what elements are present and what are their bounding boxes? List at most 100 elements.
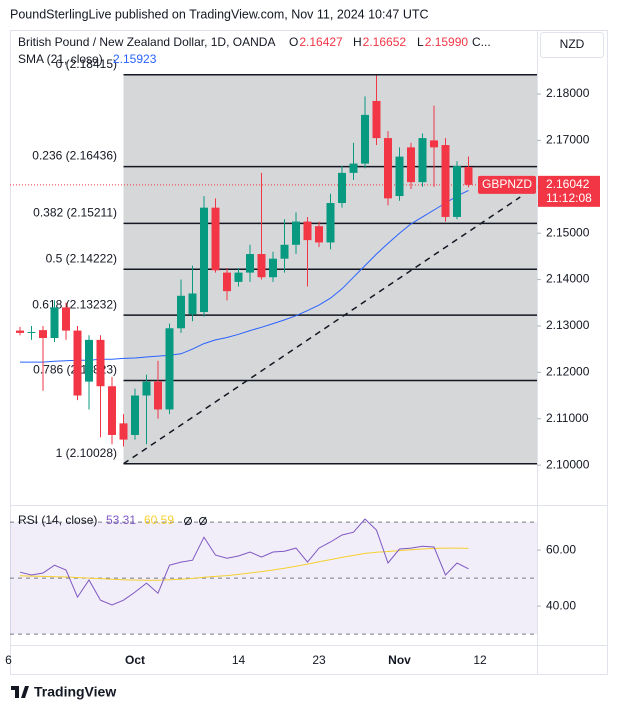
candle-body: [131, 395, 139, 435]
candle-body: [73, 330, 82, 396]
fib-label: 0.618 (2.13232): [32, 297, 117, 311]
candle-body: [303, 221, 312, 241]
trend-line: [123, 196, 521, 465]
candle-body: [326, 203, 335, 243]
rsi-ma-legend-value: 60.59: [144, 513, 174, 527]
candle-body: [177, 295, 185, 329]
y-tick-label: 2.17000: [546, 133, 590, 147]
legend-value: 2.15990: [425, 35, 469, 49]
sma-legend: SMA (21, close): [18, 52, 103, 66]
candle-body: [441, 145, 450, 217]
candle-body: [280, 244, 289, 259]
x-tick-label: 6: [5, 653, 12, 667]
visibility-icon-slash: [199, 516, 207, 526]
rsi-y-tick-label: 60.00: [546, 542, 576, 556]
price-tag: [538, 175, 600, 207]
legend-key: L: [417, 35, 424, 49]
countdown-label: 11:12:08: [546, 191, 592, 205]
candle-body: [407, 147, 415, 183]
candle-body: [453, 165, 461, 217]
legend-more: C...: [472, 35, 491, 49]
brand: TradingView: [34, 684, 116, 700]
candle-body: [50, 307, 59, 339]
candle-body: [85, 339, 93, 382]
footer-logo: TradingView: [11, 684, 116, 700]
currency-button[interactable]: [540, 32, 604, 58]
fib-label: 1 (2.10028): [56, 446, 117, 460]
fib-label: 0.5 (2.14222): [46, 251, 117, 265]
visibility-icon: [184, 517, 192, 525]
main-pane: 0 (2.18415) 0.236 (2.16436) 0.382 (2.15211…: [10, 57, 537, 465]
x-tick-label: 23: [312, 653, 326, 667]
candle-body: [188, 293, 197, 315]
y-tick-label: 2.15000: [546, 225, 590, 239]
y-tick-label: 2.18000: [546, 86, 590, 100]
frame: [10, 30, 608, 675]
candle-body: [338, 172, 346, 204]
candle-body: [108, 386, 116, 435]
candle-body: [384, 138, 392, 199]
y-tick-label: 2.12000: [546, 365, 590, 379]
candle-body: [142, 381, 151, 396]
candle-body: [223, 272, 231, 292]
symbol-tag: [478, 175, 536, 194]
rsi-pane: [10, 518, 537, 635]
y-tick-label: 2.11000: [546, 411, 589, 425]
candle-body: [96, 339, 105, 387]
x-tick-label: 14: [232, 653, 246, 667]
candle-body: [39, 330, 47, 339]
legend-key: H: [353, 35, 362, 49]
candle-body: [315, 226, 323, 243]
candle-body: [430, 140, 438, 148]
candle-body: [119, 423, 128, 440]
currency-label[interactable]: NZD: [560, 37, 585, 51]
candle-body: [292, 221, 300, 245]
candle-body: [200, 207, 208, 313]
candle-body: [464, 166, 473, 185]
rsi-legend-value: 53.31: [106, 513, 136, 527]
overlay: 2.180002.170002.160002.150002.140002.130…: [5, 35, 600, 667]
logo-icon: [11, 686, 29, 698]
candle-body: [269, 258, 277, 278]
fib-label: 0.236 (2.16436): [32, 149, 117, 163]
x-tick-label: Oct: [125, 653, 145, 667]
candle-body: [349, 163, 358, 173]
candle-body: [16, 330, 24, 333]
price-tag-label: 2.16042: [546, 177, 590, 191]
candle-body: [234, 272, 243, 282]
visibility-icon-slash: [184, 516, 192, 526]
legend-title: British Pound / New Zealand Dollar, 1D, …: [18, 35, 275, 49]
rsi-ma-line: [19, 547, 469, 581]
published-caption: PoundSterlingLive published on TradingVi…: [10, 7, 429, 21]
x-tick-label: 12: [473, 653, 487, 667]
legend-value: 2.16652: [363, 35, 407, 49]
visibility-icon: [199, 517, 207, 525]
sma-legend-value: 2.15923: [113, 52, 157, 66]
candle-body: [418, 138, 427, 183]
fib-label: 0.382 (2.15211): [33, 206, 117, 220]
fib-label: 0 (2.18415): [56, 57, 117, 71]
candle-body: [361, 114, 369, 164]
symbol-tag-label: GBPNZD: [482, 177, 532, 191]
candle-body: [165, 328, 174, 410]
candle-body: [27, 331, 36, 333]
rsi-legend: RSI (14, close): [18, 513, 97, 527]
x-tick-label: Nov: [388, 653, 411, 667]
candle-body: [372, 100, 381, 139]
candle-body: [246, 254, 254, 273]
y-tick-label: 2.14000: [546, 272, 590, 286]
legend-value: 2.16427: [299, 35, 343, 49]
candle-body: [211, 207, 220, 271]
sma-line: [20, 189, 469, 363]
candle-body: [257, 254, 266, 278]
y-tick-label: 2.13000: [546, 318, 590, 332]
rsi-y-tick-label: 40.00: [546, 598, 576, 612]
candle-body: [154, 381, 162, 410]
y-tick-label: 2.10000: [546, 457, 590, 471]
candle-body: [62, 307, 70, 331]
rsi-line: [19, 518, 469, 606]
legend-key: O: [289, 35, 298, 49]
candle-body: [395, 156, 404, 197]
